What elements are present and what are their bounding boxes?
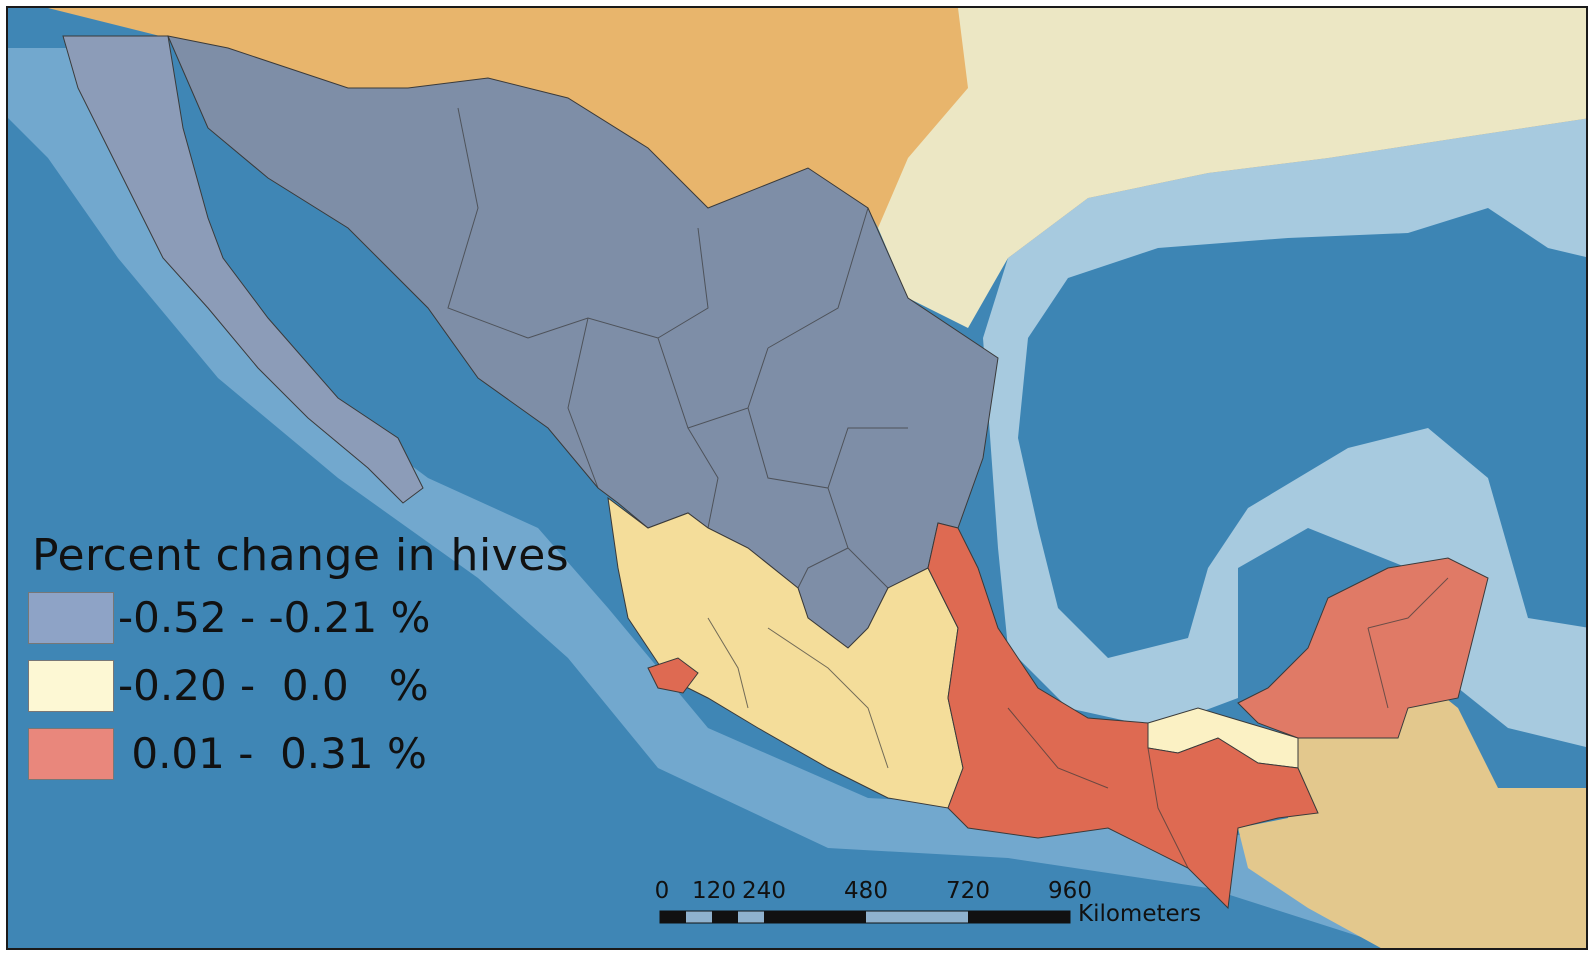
- scale-tick-720: 720: [946, 878, 990, 904]
- scale-bar: [659, 910, 1071, 924]
- legend-swatch-no-change: [28, 660, 114, 712]
- scale-segment-1: [660, 911, 686, 923]
- scale-segment-6: [866, 911, 968, 923]
- land-plains: [878, 8, 1586, 328]
- scale-segment-7: [968, 911, 1070, 923]
- scale-tick-480: 480: [844, 878, 888, 904]
- legend-title: Percent change in hives: [32, 530, 570, 581]
- region-increase-coast: [647, 657, 699, 694]
- pacific-shelf: [8, 48, 1586, 948]
- state-borders: [447, 107, 1449, 869]
- legend-label-no-change: -0.20 - 0.0 %: [118, 661, 429, 710]
- scale-segment-2: [686, 911, 712, 923]
- legend-swatch-increase: [28, 728, 114, 780]
- legend-label-increase: 0.01 - 0.31 %: [118, 729, 427, 778]
- region-increase-yucatan: [1237, 557, 1489, 739]
- scale-tick-960: 960: [1048, 878, 1092, 904]
- scale-tick-120: 120: [692, 878, 736, 904]
- scale-segment-5: [764, 911, 866, 923]
- legend-label-decrease: -0.52 - -0.21 %: [118, 593, 431, 642]
- map-frame: Percent change in hives -0.52 - -0.21 % …: [6, 6, 1588, 950]
- scale-unit-label: Kilometers: [1078, 901, 1202, 927]
- region-increase-east: [927, 522, 1319, 910]
- scale-segment-3: [712, 911, 738, 923]
- scale-tick-240: 240: [742, 878, 786, 904]
- map-canvas: [8, 8, 1586, 948]
- legend-swatch-decrease: [28, 592, 114, 644]
- scale-segment-4: [738, 911, 764, 923]
- scale-tick-0: 0: [654, 878, 670, 904]
- region-baja: [62, 35, 424, 504]
- gulf-basin: [1018, 208, 1586, 658]
